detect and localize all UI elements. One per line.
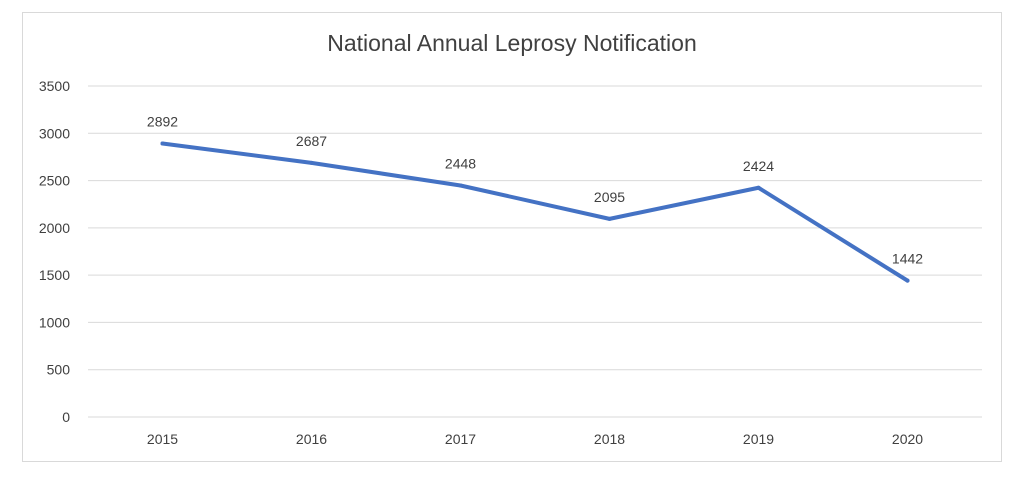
x-tick-label: 2017 (445, 431, 476, 447)
data-label: 2892 (147, 113, 178, 129)
chart-title: National Annual Leprosy Notification (327, 30, 697, 56)
y-tick-label: 0 (62, 409, 70, 425)
y-axis-ticks: 0 500 1000 1500 2000 2500 3000 3500 (39, 78, 70, 425)
y-tick-label: 2000 (39, 220, 70, 236)
data-label: 2095 (594, 189, 625, 205)
x-tick-label: 2020 (892, 431, 923, 447)
data-labels: 2892 2687 2448 2095 2424 1442 (147, 113, 923, 266)
data-label: 1442 (892, 251, 923, 267)
data-point (607, 216, 612, 221)
data-point (756, 185, 761, 190)
y-tick-label: 2500 (39, 173, 70, 189)
x-axis-ticks: 2015 2016 2017 2018 2019 2020 (147, 431, 923, 447)
series (160, 141, 910, 283)
x-tick-label: 2016 (296, 431, 327, 447)
x-tick-label: 2019 (743, 431, 774, 447)
data-point (309, 160, 314, 165)
data-label: 2687 (296, 133, 327, 149)
y-tick-label: 1000 (39, 314, 70, 330)
data-label: 2424 (743, 158, 774, 174)
x-tick-label: 2018 (594, 431, 625, 447)
series-line (160, 141, 910, 283)
y-tick-label: 3000 (39, 125, 70, 141)
x-tick-label: 2015 (147, 431, 178, 447)
data-point (905, 278, 910, 283)
data-label: 2448 (445, 155, 476, 171)
data-point (458, 183, 463, 188)
y-tick-label: 1500 (39, 267, 70, 283)
data-point (160, 141, 165, 146)
gridlines (88, 85, 982, 418)
y-tick-label: 500 (47, 362, 71, 378)
y-tick-label: 3500 (39, 78, 70, 94)
